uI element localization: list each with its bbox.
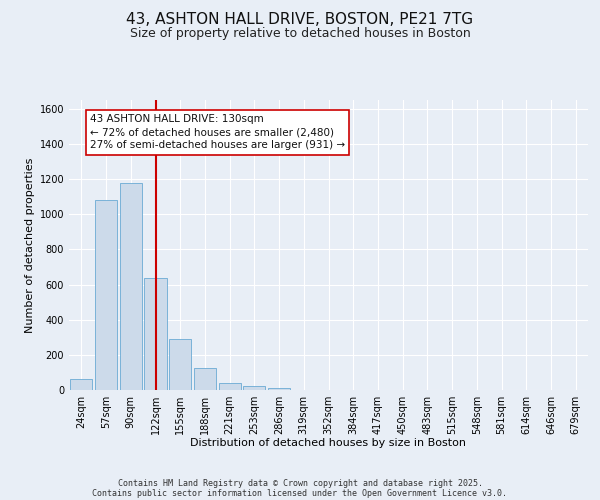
Bar: [95, 200, 117, 390]
Bar: [169, 339, 191, 390]
Bar: [145, 278, 167, 390]
Bar: [194, 368, 216, 390]
X-axis label: Distribution of detached houses by size in Boston: Distribution of detached houses by size …: [191, 438, 467, 448]
Bar: [218, 382, 241, 390]
Bar: [70, 378, 92, 390]
Text: Size of property relative to detached houses in Boston: Size of property relative to detached ho…: [130, 28, 470, 40]
Bar: [243, 386, 265, 390]
Text: 43, ASHTON HALL DRIVE, BOSTON, PE21 7TG: 43, ASHTON HALL DRIVE, BOSTON, PE21 7TG: [127, 12, 473, 28]
Bar: [119, 182, 142, 390]
Y-axis label: Number of detached properties: Number of detached properties: [25, 158, 35, 332]
Text: Contains HM Land Registry data © Crown copyright and database right 2025.: Contains HM Land Registry data © Crown c…: [118, 478, 482, 488]
Text: 43 ASHTON HALL DRIVE: 130sqm
← 72% of detached houses are smaller (2,480)
27% of: 43 ASHTON HALL DRIVE: 130sqm ← 72% of de…: [90, 114, 345, 150]
Bar: [268, 388, 290, 390]
Text: Contains public sector information licensed under the Open Government Licence v3: Contains public sector information licen…: [92, 488, 508, 498]
